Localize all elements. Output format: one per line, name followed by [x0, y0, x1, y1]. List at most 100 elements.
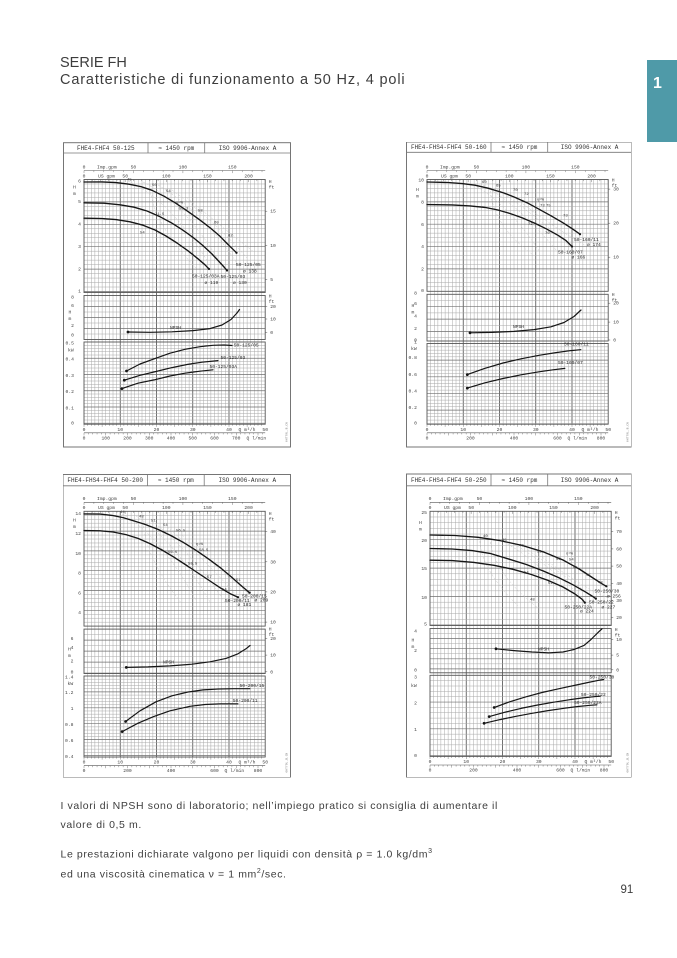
svg-text:0: 0 [83, 760, 86, 766]
svg-text:0: 0 [616, 667, 619, 673]
svg-text:4: 4 [414, 314, 417, 320]
svg-text:1.2: 1.2 [65, 690, 74, 696]
svg-text:0: 0 [83, 496, 86, 502]
svg-text:1: 1 [414, 340, 417, 346]
svg-text:48: 48 [519, 545, 524, 549]
svg-text:800: 800 [254, 768, 263, 774]
svg-text:Q l/min: Q l/min [571, 768, 591, 774]
svg-text:800: 800 [600, 768, 609, 774]
svg-text:48: 48 [598, 582, 603, 586]
svg-text:10: 10 [270, 317, 276, 323]
svg-text:0: 0 [71, 332, 74, 338]
svg-text:73: 73 [540, 205, 545, 209]
svg-text:10: 10 [117, 760, 123, 766]
svg-text:H: H [269, 179, 272, 185]
svg-text:H: H [612, 292, 615, 298]
svg-text:40: 40 [572, 759, 578, 765]
svg-text:ft: ft [269, 299, 275, 305]
svg-text:H: H [68, 647, 71, 653]
svg-text:60: 60 [482, 181, 487, 185]
svg-text:10: 10 [460, 427, 466, 433]
svg-text:0.6: 0.6 [409, 372, 418, 378]
svg-text:US gpm: US gpm [98, 173, 115, 179]
svg-text:0: 0 [270, 330, 273, 336]
svg-text:US gpm: US gpm [444, 505, 461, 511]
svg-text:0: 0 [429, 505, 432, 511]
svg-text:5: 5 [270, 277, 273, 283]
svg-text:10: 10 [270, 653, 276, 659]
svg-text:0: 0 [613, 338, 616, 344]
svg-text:m: m [412, 645, 415, 650]
svg-text:50-160/07: 50-160/07 [558, 360, 583, 366]
svg-text:5: 5 [424, 621, 427, 627]
svg-text:20: 20 [270, 589, 276, 595]
svg-text:50: 50 [131, 496, 137, 502]
svg-text:50-125/03: 50-125/03 [221, 274, 246, 280]
svg-text:30: 30 [190, 427, 196, 433]
svg-text:H: H [73, 518, 76, 524]
svg-text:200: 200 [123, 768, 132, 774]
svg-text:50: 50 [608, 759, 614, 765]
svg-text:H: H [615, 627, 618, 633]
svg-text:0: 0 [71, 421, 74, 427]
svg-text:NPSH: NPSH [170, 325, 181, 331]
svg-text:0: 0 [83, 427, 86, 433]
svg-text:30: 30 [613, 187, 619, 193]
svg-text:150: 150 [546, 173, 555, 179]
svg-text:m: m [416, 195, 419, 200]
svg-text:48: 48 [530, 599, 535, 603]
svg-text:600: 600 [210, 435, 219, 441]
svg-text:600: 600 [210, 768, 219, 774]
svg-text:0.2: 0.2 [66, 389, 75, 395]
svg-text:ISO 9906-Annex A: ISO 9906-Annex A [561, 144, 619, 151]
svg-text:50: 50 [468, 505, 474, 511]
svg-text:400: 400 [513, 768, 522, 774]
svg-text:58: 58 [198, 210, 203, 214]
svg-text:ISO 9906-Annex A: ISO 9906-Annex A [561, 477, 619, 484]
svg-text:10: 10 [75, 551, 81, 557]
svg-text:57: 57 [207, 576, 212, 580]
svg-text:10: 10 [270, 620, 276, 626]
svg-text:Q m³/h: Q m³/h [239, 760, 256, 766]
svg-text:Q m³/h: Q m³/h [582, 427, 599, 433]
svg-text:8: 8 [421, 199, 424, 205]
svg-text:20: 20 [613, 221, 619, 227]
svg-text:≈ 1450 rpm: ≈ 1450 rpm [158, 477, 194, 484]
svg-text:ft: ft [615, 633, 621, 639]
svg-text:6: 6 [78, 590, 81, 596]
svg-text:50: 50 [131, 164, 137, 170]
svg-text:FHE4-FHS4-FHF4 50-200: FHE4-FHS4-FHF4 50-200 [67, 477, 143, 484]
svg-text:14: 14 [75, 511, 81, 517]
svg-text:100: 100 [522, 164, 531, 170]
svg-text:200: 200 [244, 505, 253, 511]
svg-text:50: 50 [465, 173, 471, 179]
svg-text:0HT79L.B.CN: 0HT79L.B.CN [626, 422, 629, 442]
svg-text:400: 400 [167, 768, 176, 774]
svg-text:H: H [412, 638, 415, 644]
svg-text:0.4: 0.4 [409, 388, 418, 394]
svg-text:50-160/11: 50-160/11 [564, 342, 589, 348]
svg-text:50: 50 [605, 427, 611, 433]
svg-text:150: 150 [574, 496, 583, 502]
svg-text:100: 100 [505, 173, 514, 179]
svg-text:η=%: η=% [566, 553, 574, 557]
svg-text:10: 10 [418, 177, 424, 183]
svg-text:m: m [412, 311, 415, 316]
svg-text:ø 209: ø 209 [255, 598, 269, 604]
svg-text:1: 1 [414, 727, 417, 733]
svg-text:US gpm: US gpm [441, 173, 458, 179]
svg-text:15: 15 [270, 209, 276, 215]
svg-text:51: 51 [236, 579, 241, 583]
svg-text:12: 12 [75, 531, 81, 537]
svg-text:US gpm: US gpm [98, 505, 115, 511]
svg-text:0: 0 [426, 427, 429, 433]
svg-text:1: 1 [78, 289, 81, 295]
svg-text:600: 600 [556, 768, 565, 774]
svg-text:H: H [615, 510, 618, 516]
svg-text:70: 70 [513, 189, 518, 193]
svg-text:400: 400 [510, 435, 519, 441]
svg-text:H: H [269, 294, 272, 300]
svg-text:50-160/11: 50-160/11 [574, 237, 599, 243]
svg-text:2: 2 [421, 267, 424, 273]
svg-text:150: 150 [203, 173, 212, 179]
